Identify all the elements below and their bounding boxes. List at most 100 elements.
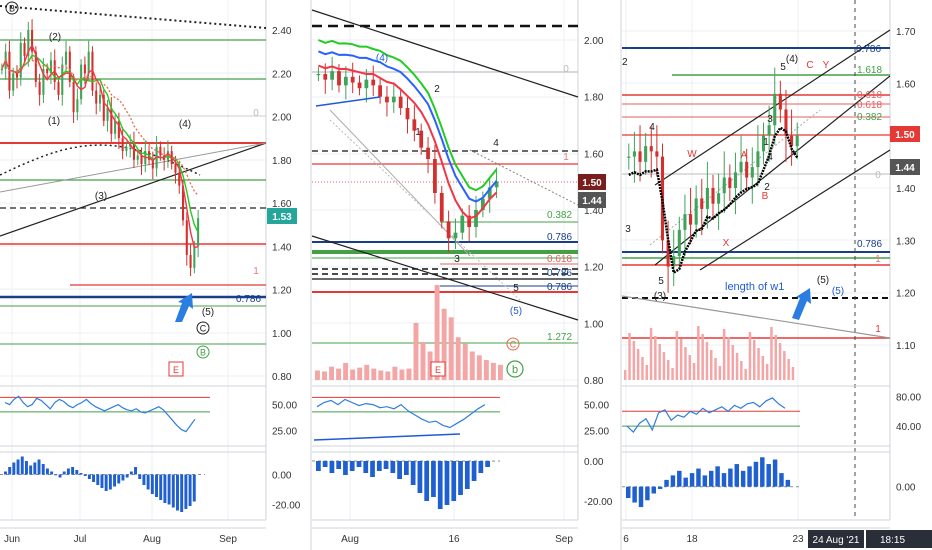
wave-label: (5) — [832, 286, 844, 297]
right-macd-bar — [683, 477, 688, 487]
middle-candle — [439, 193, 444, 222]
right-candle — [717, 193, 721, 204]
left-macd-bar — [41, 464, 45, 475]
wave-label-c-circle — [196, 321, 210, 335]
right-candle — [677, 229, 681, 257]
price-tick: 2.20 — [272, 69, 292, 80]
middle-macd-bar — [431, 461, 436, 497]
price-tick: 2.40 — [272, 26, 292, 37]
volume-bar — [679, 339, 683, 380]
middle-macd-bar — [349, 461, 355, 471]
volume-bar — [649, 328, 653, 380]
left-macd-bar — [129, 471, 133, 475]
left-macd-bar — [83, 474, 87, 476]
volume-bar — [697, 326, 700, 380]
left-macd-bar — [121, 474, 125, 481]
time-tick: 6 — [623, 534, 629, 545]
left-macd-bar — [4, 471, 7, 475]
right-candle — [689, 214, 693, 225]
right-macd-bar — [753, 461, 759, 487]
left-candle — [151, 159, 154, 169]
wave-label: X — [723, 238, 730, 249]
left-macd-bar — [16, 459, 20, 475]
volume-bar — [765, 364, 769, 380]
right-candle — [773, 93, 777, 126]
left-candle — [12, 73, 15, 91]
left-candle — [117, 120, 120, 139]
fib-ratio-label: 0.786 — [547, 268, 572, 279]
channel-line — [699, 149, 891, 271]
middle-candle — [371, 79, 376, 86]
volume-bar — [722, 329, 726, 380]
wave-label: (5) — [202, 307, 214, 318]
price-tick: 2.00 — [272, 113, 292, 124]
fib-ratio-label: 1 — [563, 152, 569, 163]
middle-macd-bar — [424, 461, 430, 501]
left-candle — [95, 90, 98, 104]
left-rsi-tick: 50.00 — [272, 401, 297, 412]
left-panel[interactable]: 2.40 2.20 2.00 1.80 1.60 1.40 1.20 1.00 0.80 1.53… — [0, 0, 301, 545]
left-macd-bar — [108, 474, 112, 490]
middle-macd-bar — [397, 461, 402, 479]
wave-label: (5) — [817, 275, 829, 286]
right-candle — [790, 135, 794, 147]
left-candle — [185, 220, 188, 255]
middle-panel[interactable]: 2.00 1.80 1.60 1.40 1.20 1.00 0.80 1.50 1.44 (4) 2… — [310, 0, 613, 550]
left-macd-bar — [180, 474, 184, 512]
fib-ratio-label: 0.618 — [857, 90, 882, 101]
middle-rsi-tick: 50.00 — [584, 401, 609, 412]
left-candle — [121, 138, 124, 152]
volume-bar — [448, 317, 454, 380]
fib-ratio-label: 0.786 — [547, 232, 572, 243]
right-panel[interactable]: 1.701.601.501.401.301.201.101.501.442435… — [620, 0, 932, 550]
left-candle — [114, 120, 117, 134]
left-macd-bar — [167, 474, 171, 505]
left-macd-bar — [92, 474, 96, 482]
middle-candle — [446, 221, 451, 239]
left-macd-bar — [176, 474, 179, 511]
volume-bar — [476, 355, 482, 380]
volume-bar — [667, 360, 670, 380]
left-macd-bar — [87, 474, 91, 479]
price-tick: 1.40 — [584, 206, 604, 217]
middle-macd-bar — [322, 461, 328, 467]
ma-green-line — [318, 39, 498, 192]
left-candle — [159, 146, 162, 156]
event-marker: E — [173, 365, 179, 375]
volume-bar — [378, 370, 384, 380]
middle-candle — [453, 232, 458, 239]
volume-bar — [427, 351, 433, 380]
right-candle — [683, 214, 687, 230]
volume-bar — [701, 334, 704, 380]
right-macd-bar — [766, 464, 771, 487]
left-macd-bar — [50, 471, 54, 475]
wave-label: 4 — [649, 122, 655, 133]
wave-label: (4) — [376, 53, 388, 64]
left-candle — [110, 107, 113, 134]
volume-bar — [688, 355, 691, 380]
price-tick: 0.80 — [584, 376, 604, 387]
middle-macd-tick: -20.00 — [584, 497, 613, 508]
price-tag-bg — [890, 159, 920, 175]
left-candle — [15, 73, 19, 78]
price-tag: 1.44 — [895, 163, 915, 174]
price-tick: 1.40 — [272, 242, 292, 253]
volume-bar — [654, 336, 657, 380]
right-macd-bar — [740, 470, 746, 487]
right-rsi-tick: 80.00 — [896, 392, 921, 403]
price-tag-bg — [890, 126, 920, 142]
price-tick: 1.40 — [896, 184, 916, 195]
wave-label: 4 — [767, 152, 773, 163]
middle-candle — [487, 187, 492, 199]
fib-ratio-label: 0 — [875, 170, 881, 181]
price-tick: 1.60 — [896, 79, 916, 90]
middle-macd-bar — [458, 461, 463, 495]
left-candle — [132, 142, 135, 160]
right-macd-bar — [638, 486, 644, 508]
wave-label: (1) — [48, 116, 60, 127]
price-tick: 1.80 — [584, 93, 604, 104]
right-macd-bar — [772, 459, 778, 487]
wave-label: A — [741, 150, 748, 161]
event-marker-box — [430, 361, 446, 377]
right-candle — [733, 172, 737, 188]
